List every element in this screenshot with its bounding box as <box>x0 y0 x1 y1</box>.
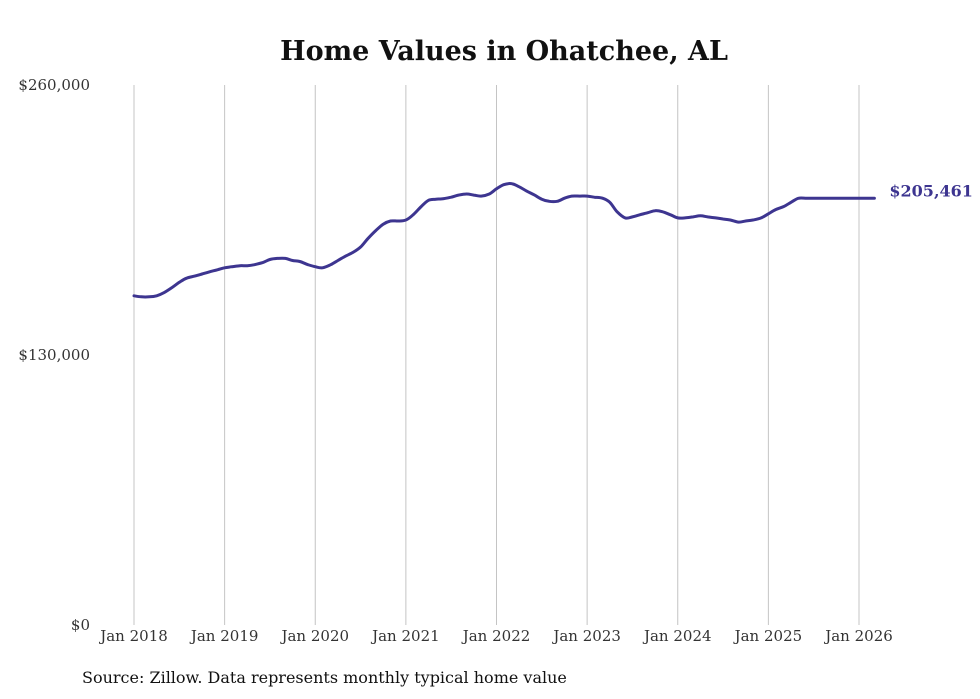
x-tick-label: Jan 2022 <box>461 627 531 645</box>
chart-title: Home Values in Ohatchee, AL <box>280 36 728 67</box>
source-note: Source: Zillow. Data represents monthly … <box>82 668 567 687</box>
series-line <box>132 182 876 299</box>
x-axis-labels: Jan 2018 Jan 2019 Jan 2020 Jan 2021 Jan 2022… <box>98 627 893 645</box>
gridlines <box>133 85 860 625</box>
end-value-label: $205,461 <box>889 181 973 200</box>
y-tick-label: $260,000 <box>18 76 90 94</box>
x-tick-label: Jan 2018 <box>98 627 168 645</box>
y-tick-label: $0 <box>71 616 90 634</box>
x-tick-label: Jan 2026 <box>823 627 893 645</box>
x-tick-label: Jan 2025 <box>733 627 803 645</box>
y-axis-labels: $0 $130,000 $260,000 <box>18 76 90 634</box>
x-tick-label: Jan 2023 <box>551 627 621 645</box>
series-group <box>132 182 876 299</box>
x-tick-label: Jan 2019 <box>189 627 259 645</box>
x-tick-label: Jan 2020 <box>279 627 349 645</box>
x-tick-label: Jan 2021 <box>370 627 440 645</box>
x-tick-label: Jan 2024 <box>642 627 712 645</box>
y-tick-label: $130,000 <box>18 346 90 364</box>
